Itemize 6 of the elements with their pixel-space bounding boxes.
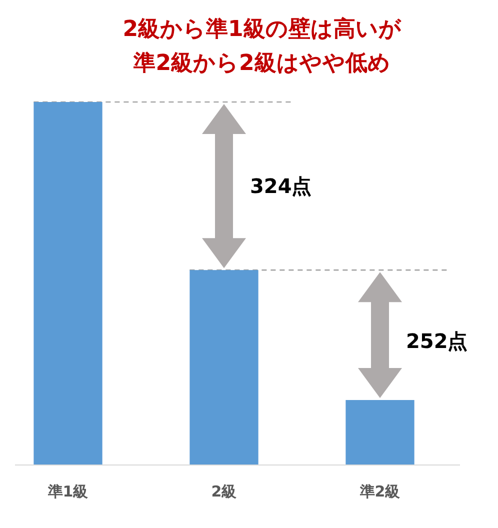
x-tick-label: 準1級 [46, 482, 90, 501]
chart-title: 2級から準1級の壁は高いが準2級から2級はやや低め [122, 16, 402, 76]
annotation: 324点 [250, 174, 312, 198]
x-tick-label: 準2級 [358, 482, 402, 501]
x-tick-label: 2級 [211, 482, 238, 501]
annotation: 252点 [406, 329, 468, 354]
